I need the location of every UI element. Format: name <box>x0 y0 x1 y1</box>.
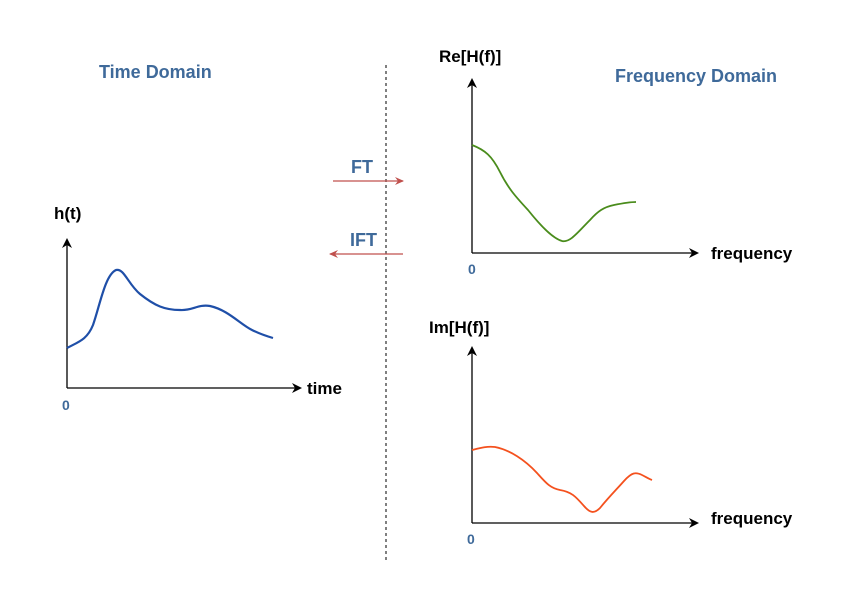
time-domain-title: Time Domain <box>99 62 212 82</box>
re-x-label: frequency <box>711 244 793 263</box>
time-y-label: h(t) <box>54 204 82 223</box>
time-origin-label: 0 <box>62 397 70 413</box>
frequency-domain-title: Frequency Domain <box>615 66 778 86</box>
ft-label: FT <box>351 157 373 177</box>
im-origin-label: 0 <box>467 531 475 547</box>
im-x-label: frequency <box>711 509 793 528</box>
time-x-label: time <box>307 379 342 398</box>
re-curve <box>471 144 637 243</box>
im-curve <box>471 445 653 513</box>
ift-label: IFT <box>350 230 377 250</box>
re-y-label: Re[H(f)] <box>439 47 502 66</box>
re-origin-label: 0 <box>468 261 476 277</box>
time-curve <box>66 268 274 349</box>
im-y-label: Im[H(f)] <box>429 318 490 337</box>
